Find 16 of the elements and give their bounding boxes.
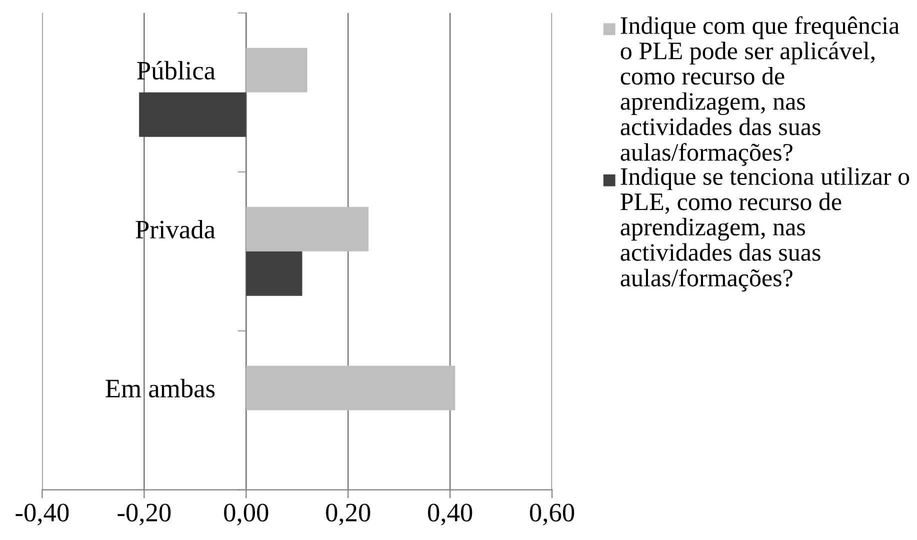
x-tick-label: 0,40 [428,504,472,526]
x-tick-label: 0,00 [224,504,268,526]
legend-label: Indique se tenciona utilizar o PLE, como recurso de aprendizagem, nas actividades das suas aulas/formações? [620,167,910,292]
bar [246,366,456,410]
x-tick-label: 0,20 [326,504,370,526]
bar [139,92,246,137]
bar [246,206,368,252]
x-tick-label: -0,40 [16,504,69,526]
x-tick-label: 0,60 [530,504,574,526]
bar [246,48,308,92]
x-tick-label: -0,20 [118,504,171,526]
y-tick-label: Pública [137,60,216,80]
legend-label: Indique com que frequência o PLE pode ser aplicável, como recurso de aprendizagem, nas actividades das suas aulas/formações? [620,16,900,166]
y-tick-label: Privada [136,220,216,239]
bar [246,251,302,296]
y-tick-label: Em ambas [106,378,215,398]
